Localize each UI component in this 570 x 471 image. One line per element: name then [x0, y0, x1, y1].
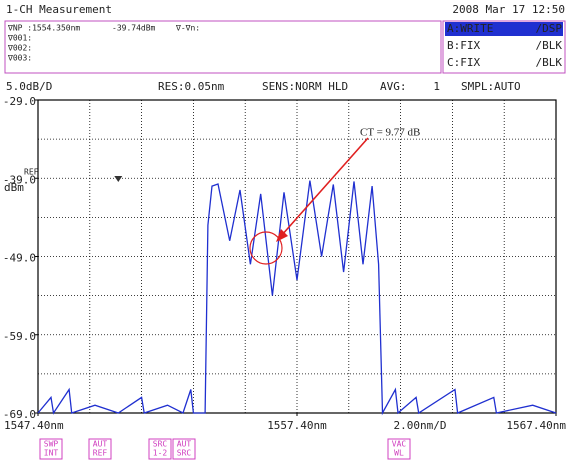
- marker-2: ∇002:: [7, 44, 32, 53]
- softkey: [88, 438, 112, 460]
- annotation: CT = 9.77 dB: [360, 127, 420, 139]
- sensitivity: SENS:NORM HLD: [262, 80, 348, 93]
- marker-delta: ∇-∇n:: [175, 24, 200, 33]
- softkey-label: AUT: [93, 440, 108, 449]
- avg: 1: [433, 80, 440, 93]
- trace-mode: /BLK: [536, 56, 563, 69]
- marker-1: ∇001:: [7, 34, 32, 43]
- annotation-arrow: [280, 137, 369, 237]
- x-tick-label: 1547.40nm: [4, 419, 64, 432]
- trace-mode: /DSP: [536, 22, 563, 35]
- y-unit: dBm: [4, 181, 24, 194]
- trace-box: [442, 20, 566, 74]
- trace-name: A:WRITE: [447, 22, 493, 35]
- x-tick-label: 1557.40nm: [267, 419, 327, 432]
- active-trace-bg: [445, 22, 563, 36]
- y-tick-label: -49.0: [3, 252, 36, 265]
- spectrum-trace: [37, 180, 557, 416]
- trace-mode: /BLK: [536, 39, 563, 52]
- softkey: [172, 438, 196, 460]
- y-tick-label: -29.0: [3, 95, 36, 108]
- softkey-label: SRC: [177, 449, 192, 458]
- y-tick-label: -59.0: [3, 330, 36, 343]
- span-label: 2.00nm/D: [394, 419, 447, 432]
- ref-label: REF: [24, 168, 39, 177]
- arrow-head: [276, 229, 288, 242]
- scale: 5.0dB/D: [6, 80, 52, 93]
- softkey: [39, 438, 63, 460]
- highlight-circle: [249, 231, 283, 265]
- avg-label: AVG:: [380, 80, 407, 93]
- marker-box: [4, 20, 442, 74]
- sampling: SMPL:AUTO: [461, 80, 521, 93]
- softkey-label: REF: [93, 449, 108, 458]
- softkey-label: WL: [394, 449, 404, 458]
- resolution: RES:0.05nm: [158, 80, 225, 93]
- softkey: [148, 438, 172, 460]
- softkey-label: SRC: [153, 440, 168, 449]
- screen-title: 1-CH Measurement: [6, 3, 112, 16]
- y-tick-label: -39.0: [3, 173, 36, 186]
- y-tick-label: -69.0: [3, 408, 36, 421]
- timestamp: 2008 Mar 17 12:50: [452, 3, 565, 16]
- marker-3: ∇003:: [7, 54, 32, 63]
- x-tick-label: 1567.40nm: [506, 419, 566, 432]
- trace-name: B:FIX: [447, 39, 480, 52]
- softkey: [387, 438, 411, 460]
- softkey-label: INT: [44, 449, 59, 458]
- marker-np: ∇NP :1554.350nm: [7, 24, 80, 33]
- softkey-label: SWP: [44, 440, 59, 449]
- softkey-label: 1-2: [153, 449, 168, 458]
- trace-name: C:FIX: [447, 56, 480, 69]
- softkey-label: VAC: [392, 440, 407, 449]
- softkey-label: AUT: [177, 440, 192, 449]
- peak-marker: [114, 176, 123, 183]
- marker-level: -39.74dBm: [112, 24, 156, 33]
